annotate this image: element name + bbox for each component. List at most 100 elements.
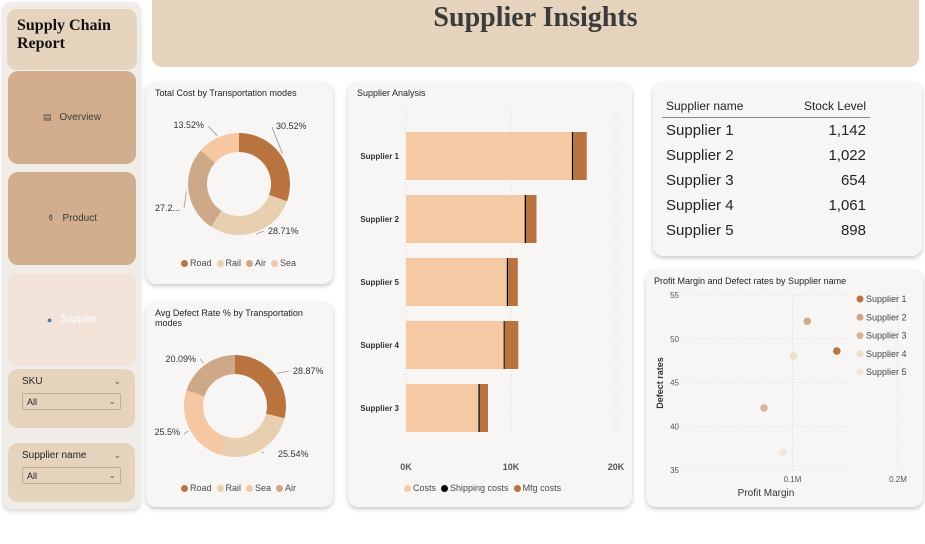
nav-supplier-button[interactable]: ● Supplier xyxy=(8,273,136,366)
cell: 654 xyxy=(840,172,866,189)
donut-slice-rail[interactable] xyxy=(211,194,287,236)
legend-item[interactable]: Shipping costs xyxy=(441,483,509,493)
legend-item[interactable]: Rail xyxy=(216,483,241,493)
report-title: Supply Chain Report xyxy=(7,9,137,70)
cell: Supplier 2 xyxy=(666,147,734,164)
stock-level-table: Supplier name Stock Level Supplier 1 1,14… xyxy=(662,94,870,243)
data-label: 28.71% xyxy=(268,226,299,236)
donut-slice-air[interactable] xyxy=(188,150,222,227)
scatter-point-supplier-4[interactable] xyxy=(789,352,798,361)
data-label: 27.2... xyxy=(155,203,180,213)
bar-mfg-costs[interactable] xyxy=(525,195,537,243)
table-row: Supplier 2 1,022 xyxy=(662,143,870,168)
legend-item[interactable]: Road xyxy=(181,258,212,268)
legend-item[interactable]: Air xyxy=(276,483,296,493)
stock-level-card: Supplier name Stock Level Supplier 1 1,14… xyxy=(653,82,922,256)
legend-label: Road xyxy=(190,258,212,268)
defect-rate-donut-chart: 28.87% 25.54% 25.5% 20.09% xyxy=(154,354,324,459)
legend-dot xyxy=(404,485,411,492)
bar-mfg-costs[interactable] xyxy=(479,384,488,432)
bar-shipping-costs[interactable] xyxy=(571,132,574,180)
legend-label[interactable]: Supplier 1 xyxy=(866,294,907,304)
supplier-dropdown-value: All xyxy=(27,470,38,481)
leader-line xyxy=(207,125,218,136)
chart-title: Avg Defect Rate % by Transportation mode… xyxy=(155,308,303,328)
scatter-point-supplier-1[interactable] xyxy=(833,347,841,355)
data-label: 28.87% xyxy=(293,366,324,376)
scatter-point-supplier-5[interactable] xyxy=(779,448,787,457)
cell: Supplier 4 xyxy=(666,197,734,214)
column-header[interactable]: Stock Level xyxy=(803,98,866,113)
donut-slice-road[interactable] xyxy=(239,133,290,202)
chart-title: Supplier Analysis xyxy=(357,88,426,98)
bar-shipping-costs[interactable] xyxy=(506,258,509,306)
donut-slice-sea[interactable] xyxy=(184,390,227,456)
bar-shipping-costs[interactable] xyxy=(503,321,505,369)
chart-title: Total Cost by Transportation modes xyxy=(155,88,297,98)
total-cost-donut-chart: 30.52% 28.71% 27.2... 13.52% xyxy=(155,120,307,236)
legend-item[interactable]: Rail xyxy=(216,258,242,268)
nav-overview-label: Overview xyxy=(59,112,102,123)
bar-shipping-costs[interactable] xyxy=(524,195,526,243)
sku-dropdown[interactable]: All ⌄ xyxy=(22,393,121,410)
y-tick-label: 55 xyxy=(670,291,679,300)
bar-costs[interactable] xyxy=(406,258,507,306)
chevron-down-icon[interactable]: ⌄ xyxy=(113,450,121,460)
y-tick-label: 50 xyxy=(670,335,679,344)
document-icon: ▤ xyxy=(42,112,52,122)
sku-slicer-label: SKU xyxy=(22,376,43,387)
legend-label[interactable]: Supplier 3 xyxy=(866,331,907,341)
chart-legend: Road Rail Air Sea xyxy=(181,258,296,268)
x-tick-label: 0.1M xyxy=(784,475,802,484)
bar-costs[interactable] xyxy=(406,321,504,369)
y-tick-label: Supplier 5 xyxy=(360,278,399,287)
bar-mfg-costs[interactable] xyxy=(508,258,518,306)
legend-item[interactable]: Air xyxy=(246,258,266,268)
legend-label[interactable]: Supplier 2 xyxy=(866,312,907,322)
defect-rate-card: Avg Defect Rate % by Transportation mode… xyxy=(146,302,333,507)
bar-costs[interactable] xyxy=(406,195,525,243)
nav-product-button[interactable]: ⚱ Product xyxy=(8,172,136,265)
legend-item[interactable]: Mfg costs xyxy=(513,483,562,493)
y-axis-label: Defect rates xyxy=(655,357,665,409)
cell: 898 xyxy=(840,222,866,239)
nav-overview-button[interactable]: ▤ Overview xyxy=(8,71,136,164)
donut-slice-sea[interactable] xyxy=(200,133,239,163)
legend-dot xyxy=(181,485,188,492)
y-tick-label: Supplier 1 xyxy=(360,152,399,161)
bar-costs[interactable] xyxy=(406,132,572,180)
bar-mfg-costs[interactable] xyxy=(573,132,587,180)
legend-item[interactable]: Costs xyxy=(404,483,436,493)
leader-line xyxy=(276,370,290,374)
legend-label: Mfg costs xyxy=(522,483,562,493)
legend-item[interactable]: Sea xyxy=(271,258,296,268)
legend-label[interactable]: Supplier 5 xyxy=(866,367,907,377)
legend-label: Sea xyxy=(255,483,272,493)
bar-shipping-costs[interactable] xyxy=(478,384,480,432)
scatter-point-supplier-3[interactable] xyxy=(760,404,768,412)
y-tick-label: 40 xyxy=(670,422,679,431)
donut-slice-road[interactable] xyxy=(235,355,286,419)
legend-item[interactable]: Sea xyxy=(246,483,271,493)
legend-label: Rail xyxy=(225,258,242,268)
donut-slice-rail[interactable] xyxy=(221,413,285,457)
legend-dot xyxy=(246,260,254,267)
chevron-down-icon[interactable]: ⌄ xyxy=(113,376,121,386)
scatter-point-supplier-2[interactable] xyxy=(803,317,812,326)
legend-dot xyxy=(276,485,284,492)
leader-line xyxy=(183,191,187,209)
cell: Supplier 3 xyxy=(666,172,734,189)
x-axis-label: Profit Margin xyxy=(738,488,795,499)
legend-item[interactable]: Road xyxy=(181,483,212,493)
bar-costs[interactable] xyxy=(406,384,479,432)
legend-dot xyxy=(271,260,279,267)
legend-label[interactable]: Supplier 4 xyxy=(866,349,907,359)
supplier-dropdown[interactable]: All ⌄ xyxy=(22,467,121,484)
nav-product-label: Product xyxy=(62,213,97,224)
bar-mfg-costs[interactable] xyxy=(504,321,519,369)
supplier-analysis-bar-chart: 0K 10K 20K Supplier 1 Supplier 2 Supplier 5 Su… xyxy=(360,110,625,472)
column-header[interactable]: Supplier name xyxy=(666,98,744,113)
y-tick-label: 35 xyxy=(670,466,679,475)
y-tick-label: 45 xyxy=(670,379,679,388)
donut-slice-air[interactable] xyxy=(186,355,235,397)
